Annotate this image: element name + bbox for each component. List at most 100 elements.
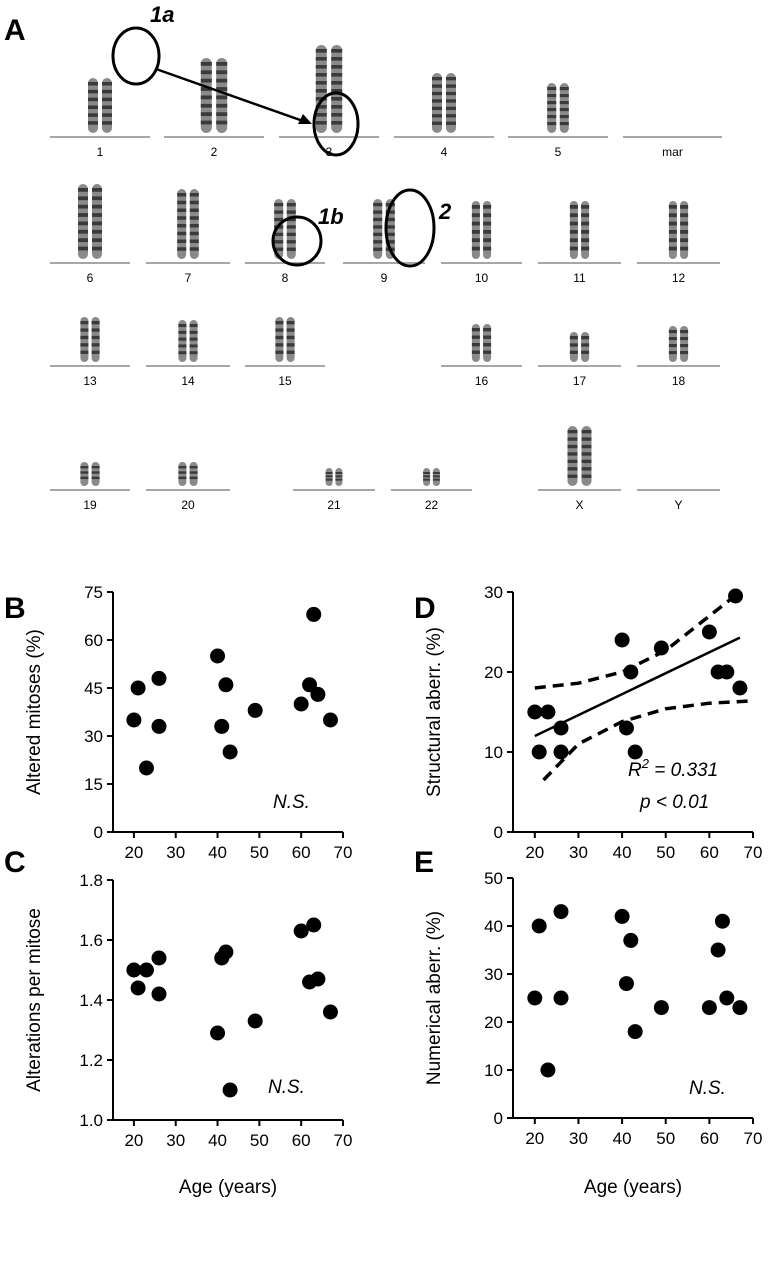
data-point xyxy=(322,1004,338,1020)
chromosome-band xyxy=(331,65,343,69)
chromosome-band xyxy=(92,229,102,234)
chromosome-band xyxy=(567,474,578,478)
chromosome-band xyxy=(216,112,228,117)
chromosome-band xyxy=(200,103,212,108)
chart-b: 0 15 30 45 60 75 20 30 40 50 60 70 Altered mitoses (… xyxy=(24,583,352,862)
chromosome-band xyxy=(547,115,557,119)
chromosome-band xyxy=(581,437,592,441)
chromosome-band xyxy=(178,476,187,480)
y-tick-label: 45 xyxy=(84,679,103,698)
chromosome-label: X xyxy=(575,498,583,512)
chromosome-band xyxy=(483,343,492,347)
chromosome-band xyxy=(569,221,578,226)
data-point xyxy=(214,718,230,734)
chromosome-band xyxy=(385,240,395,244)
data-point xyxy=(247,1013,263,1029)
chromosome-band xyxy=(680,213,689,218)
chromosome-band xyxy=(432,99,442,103)
chromosome-band xyxy=(189,231,199,236)
y-tick-label: 1.0 xyxy=(79,1111,103,1130)
x-tick-label: 70 xyxy=(334,1131,353,1150)
chromosome-band xyxy=(373,203,383,207)
y-tick-label: 1.2 xyxy=(79,1051,103,1070)
confidence-band-upper xyxy=(534,590,741,690)
chromosome-label: 21 xyxy=(327,498,341,512)
chromosome-band xyxy=(567,452,578,456)
chromosome-band xyxy=(471,221,480,226)
annotation-circle-2 xyxy=(384,188,436,268)
data-point xyxy=(210,1025,226,1041)
chromosome-band xyxy=(189,337,198,341)
chromosome-band xyxy=(216,62,228,66)
chromosome-label: 16 xyxy=(475,374,489,388)
chromosome-band xyxy=(286,210,296,214)
r-squared-label: R2 = 0.331 xyxy=(628,756,718,781)
chromosome-band xyxy=(177,216,187,220)
chromosome-band xyxy=(88,113,98,117)
chromosome-band xyxy=(80,321,89,325)
data-point xyxy=(310,686,326,702)
chromosome-band xyxy=(189,216,199,220)
chromosome-label: 13 xyxy=(83,374,97,388)
chromosome-band xyxy=(680,337,689,341)
y-tick-label: 20 xyxy=(484,1013,503,1032)
chromosome-band xyxy=(668,213,677,218)
data-point xyxy=(710,942,726,958)
data-point xyxy=(540,1062,556,1078)
chromosome-band xyxy=(325,472,333,474)
chromosome-band xyxy=(547,87,557,91)
data-point xyxy=(618,720,634,736)
chromosome-band xyxy=(80,466,89,469)
data-point xyxy=(553,744,569,760)
x-tick-label: 50 xyxy=(656,843,675,862)
chromosome-band xyxy=(432,121,442,125)
chromosome-band xyxy=(80,343,89,347)
data-point xyxy=(222,1082,238,1098)
chromosome-band xyxy=(581,459,592,464)
chromosome-label: 22 xyxy=(425,498,439,512)
chromosome-band xyxy=(275,350,284,354)
chromosome xyxy=(446,73,456,133)
chromosome-band xyxy=(92,246,102,251)
chromosome-band xyxy=(373,240,383,244)
chromosome-band xyxy=(581,205,590,209)
chromosome-band xyxy=(581,474,592,478)
chromosome-band xyxy=(432,475,440,478)
chromosome xyxy=(373,199,383,259)
chromosome-band xyxy=(483,221,492,226)
panel-label-b: B xyxy=(4,592,26,625)
chromosome-band xyxy=(200,78,212,83)
chromosome-band xyxy=(423,475,431,478)
chromosome-band xyxy=(275,335,284,340)
chromosome-band xyxy=(200,62,212,66)
chromosome-band xyxy=(177,193,187,197)
chromosome-label: 14 xyxy=(181,374,195,388)
chromosome-band xyxy=(177,239,187,243)
chromosome-band xyxy=(423,478,431,481)
data-point xyxy=(701,1000,717,1016)
annotation-circle-3 xyxy=(312,91,360,157)
chromosome-band xyxy=(331,73,343,77)
data-point xyxy=(623,664,639,680)
chromosome-band xyxy=(547,101,557,105)
panel-label-d: D xyxy=(414,592,436,625)
chromosome-band xyxy=(274,203,284,207)
chromosome-band xyxy=(178,337,187,341)
chromosome-label: mar xyxy=(662,145,683,159)
chromosome-band xyxy=(432,114,442,118)
x-tick-label: 30 xyxy=(569,1129,588,1148)
chromosome-band xyxy=(78,238,88,243)
chromosome-band xyxy=(315,89,327,93)
y-tick-label: 50 xyxy=(484,869,503,888)
r-squared-exponent: 2 xyxy=(641,756,650,771)
chromosome-band xyxy=(189,471,198,474)
chromosome-label: 10 xyxy=(475,271,489,285)
x-tick-label: 30 xyxy=(569,843,588,862)
chromosome-band xyxy=(91,335,100,340)
significance-note: N.S. xyxy=(689,1078,726,1099)
x-tick-label: 30 xyxy=(166,1131,185,1150)
chromosome-band xyxy=(92,188,102,192)
data-point xyxy=(126,962,142,978)
chromosome-band xyxy=(178,466,187,469)
